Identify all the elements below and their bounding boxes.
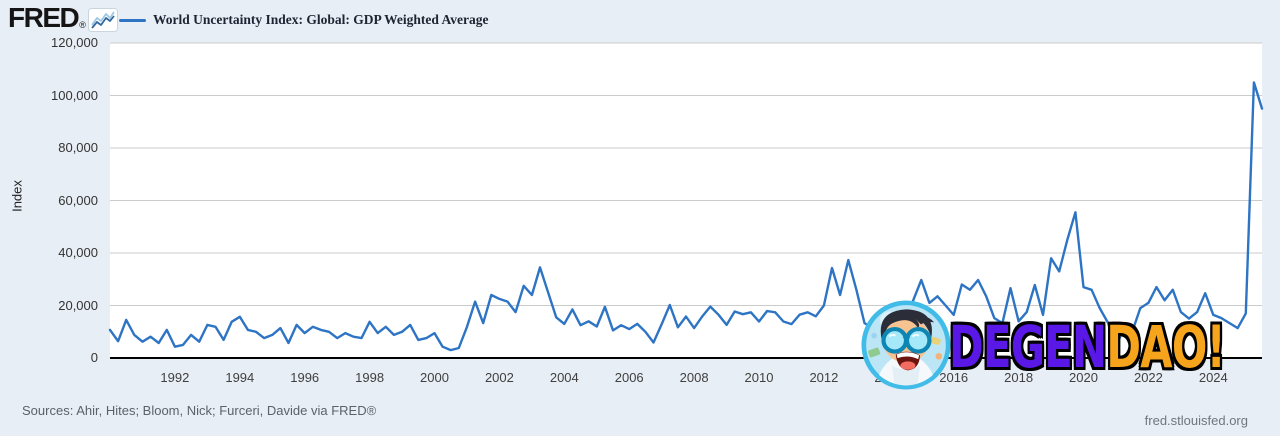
x-tick-label: 1992 xyxy=(160,370,190,385)
x-tick-label: 2024 xyxy=(1198,370,1228,385)
data-line-world-uncertainty-index[interactable] xyxy=(108,81,1264,352)
y-tick-label: 100,000 xyxy=(51,87,98,103)
fred-logo[interactable]: FRED ® xyxy=(8,4,118,37)
x-tick-label: 2016 xyxy=(939,370,969,385)
legend-line-swatch xyxy=(119,18,146,22)
x-tick-label: 2002 xyxy=(484,370,514,385)
site-link[interactable]: fred.stlouisfed.org xyxy=(1144,413,1248,428)
y-tick-label: 60,000 xyxy=(58,192,98,208)
x-tick-label: 1994 xyxy=(225,370,255,385)
x-tick-label: 1996 xyxy=(290,370,320,385)
y-tick-label: 20,000 xyxy=(58,297,98,313)
watermark-text-degen: DEGEN xyxy=(949,313,1107,381)
watermark-text-dao: DAO! xyxy=(1106,313,1226,381)
laughing-goggles-avatar-icon xyxy=(861,300,951,390)
legend-series-label: World Uncertainty Index: Global: GDP Wei… xyxy=(153,12,489,27)
x-tick-label: 2022 xyxy=(1133,370,1163,385)
x-tick-label: 2010 xyxy=(744,370,774,385)
x-tick-label: 1998 xyxy=(355,370,385,385)
y-axis-title: Index xyxy=(9,180,25,212)
x-tick-label: 2018 xyxy=(1004,370,1034,385)
fred-logo-text: FRED xyxy=(8,2,80,33)
y-tick-label: 40,000 xyxy=(58,245,98,260)
y-tick-label: 120,000 xyxy=(51,35,98,50)
x-tick-label: 2012 xyxy=(809,370,839,385)
x-tick-label: 2020 xyxy=(1069,370,1098,385)
watermark-text: DEGENDAO! xyxy=(949,318,1226,376)
fred-logo-registered-mark: ® xyxy=(79,20,86,30)
x-tick-label: 2004 xyxy=(549,370,579,385)
x-tick-label: 2008 xyxy=(679,370,709,385)
x-tick-label: 2000 xyxy=(420,370,449,385)
sources-text: Sources: Ahir, Hites; Bloom, Nick; Furce… xyxy=(22,403,377,418)
chart-legend: World Uncertainty Index: Global: GDP Wei… xyxy=(119,12,489,28)
y-tick-label: 0 xyxy=(90,350,98,365)
y-tick-label: 80,000 xyxy=(58,140,98,155)
watermark: DEGENDAO! xyxy=(861,300,1280,390)
x-tick-label: 2006 xyxy=(614,370,644,385)
fred-sparkline-icon xyxy=(87,8,118,37)
